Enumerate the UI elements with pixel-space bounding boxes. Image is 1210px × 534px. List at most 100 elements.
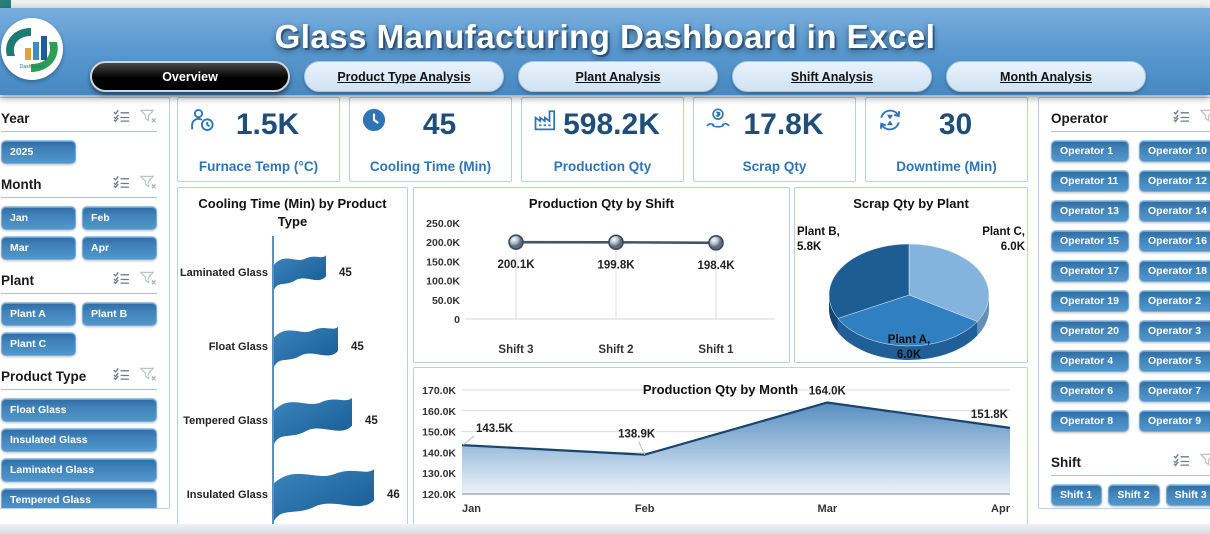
tab-overview[interactable]: Overview — [90, 61, 290, 92]
clear-filter-icon[interactable] — [139, 367, 157, 387]
clear-filter-icon[interactable] — [139, 175, 157, 195]
pie-slice-plant-a — [837, 294, 978, 346]
data-label: 138.9K — [618, 429, 656, 441]
product-type-slicer: Product Type Float Glass Insulated Glass L… — [1, 362, 157, 508]
x-tick-label: Shift 3 — [498, 344, 533, 356]
production-qty-by-shift-chart: 0 50.0K 100.0K 150.0K 200.0K 250.0K 200.1K Shif… — [426, 218, 774, 356]
slicer-button-shift-2[interactable]: Shift 2 — [1108, 484, 1160, 506]
slicer-button-laminated-glass[interactable]: Laminated Glass — [1, 458, 157, 482]
slicer-button-plant-c[interactable]: Plant C — [1, 332, 76, 356]
slicer-button-operator-13[interactable]: Operator 13 — [1051, 200, 1129, 222]
x-tick-label: Jan — [462, 503, 481, 515]
slicer-button-feb[interactable]: Feb — [82, 206, 157, 230]
multi-select-icon[interactable] — [113, 271, 130, 290]
cooling-time-icon — [360, 106, 388, 139]
data-label: 151.8K — [971, 409, 1009, 421]
data-label: 45 — [365, 415, 378, 427]
category-label: Tempered Glass — [183, 415, 268, 427]
dashboard-body: Year 2025 Month Jan Feb Mar Apr Plant Plant… — [0, 95, 1210, 525]
tab-product-type-analysis[interactable]: Product Type Analysis — [304, 61, 504, 92]
chart-title: Production Qty by Shift — [528, 196, 675, 211]
tab-bar: Overview Product Type Analysis Plant Ana… — [90, 61, 1146, 92]
multi-select-icon[interactable] — [1173, 453, 1190, 472]
multi-select-icon[interactable] — [113, 109, 130, 128]
slicer-button-operator-14[interactable]: Operator 14 — [1139, 200, 1210, 222]
slicer-button-2025[interactable]: 2025 — [1, 140, 76, 164]
slicer-button-operator-9[interactable]: Operator 9 — [1139, 410, 1210, 432]
clear-filter-icon[interactable] — [1199, 109, 1210, 129]
data-point-marker — [608, 234, 624, 250]
slicer-button-operator-8[interactable]: Operator 8 — [1051, 410, 1129, 432]
slicer-button-operator-11[interactable]: Operator 11 — [1051, 170, 1129, 192]
flag-bar-tempered-glass — [274, 397, 352, 445]
data-label: 198.4K — [697, 259, 735, 271]
kpi-label: Downtime (Min) — [896, 159, 997, 174]
slicer-button-apr[interactable]: Apr — [82, 236, 157, 260]
slicer-button-operator-20[interactable]: Operator 20 — [1051, 320, 1129, 342]
y-tick-label: 50.0K — [432, 294, 460, 306]
cooling-time-by-product-type-chart: Laminated Glass 45 Float Glass 45 Tempered G… — [180, 236, 400, 525]
slicer-button-plant-a[interactable]: Plant A — [1, 302, 76, 326]
y-tick-label: 200.0K — [426, 237, 460, 249]
data-label: 199.8K — [597, 259, 635, 271]
slicer-button-operator-2[interactable]: Operator 2 — [1139, 290, 1210, 312]
slicer-button-operator-16[interactable]: Operator 16 — [1139, 230, 1210, 252]
chart-title: Production Qty by Month — [642, 382, 799, 397]
window-top-strip — [0, 0, 1210, 8]
slicer-button-operator-10[interactable]: Operator 10 — [1139, 140, 1210, 162]
slicer-button-operator-12[interactable]: Operator 12 — [1139, 170, 1210, 192]
furnace-temp-icon — [188, 106, 216, 139]
slicer-button-operator-17[interactable]: Operator 17 — [1051, 260, 1129, 282]
slicer-button-shift-1[interactable]: Shift 1 — [1051, 484, 1103, 506]
slicer-button-operator-5[interactable]: Operator 5 — [1139, 350, 1210, 372]
slicer-button-operator-1[interactable]: Operator 1 — [1051, 140, 1129, 162]
page-title: Glass Manufacturing Dashboard in Excel — [274, 18, 936, 55]
slicer-button-operator-19[interactable]: Operator 19 — [1051, 290, 1129, 312]
kpi-cooling-time: 45 Cooling Time (Min) — [349, 97, 512, 182]
scrap-qty-by-plant-chart: Plant B, 5.8K Plant C, 6.0K Plant A, 6.0K — [797, 226, 1026, 361]
operator-slicer-title: Operator — [1051, 111, 1109, 126]
kpi-value: 1.5K — [235, 108, 300, 141]
clear-filter-icon[interactable] — [1199, 453, 1210, 473]
slicer-button-mar[interactable]: Mar — [1, 236, 76, 260]
pie-label: 6.0K — [1001, 241, 1026, 253]
kpi-value: 17.8K — [743, 108, 824, 141]
clear-filter-icon[interactable] — [139, 271, 157, 291]
x-tick-label: Feb — [635, 503, 655, 515]
kpi-production-qty: 598.2K Production Qty — [521, 97, 684, 182]
multi-select-icon[interactable] — [113, 367, 130, 386]
dashboard-header: Dashboard Glass Manufacturing Dashboard … — [0, 8, 1210, 95]
y-tick-label: 140.0K — [422, 447, 456, 459]
x-tick-label: Shift 1 — [698, 344, 734, 356]
slicer-button-jan[interactable]: Jan — [1, 206, 76, 230]
slicer-button-operator-18[interactable]: Operator 18 — [1139, 260, 1210, 282]
production-qty-icon — [532, 106, 560, 139]
brand-logo-icon: Dashboard — [1, 18, 63, 80]
tab-month-analysis[interactable]: Month Analysis — [946, 61, 1146, 92]
slicer-button-tempered-glass[interactable]: Tempered Glass — [1, 488, 157, 508]
y-tick-label: 0 — [454, 314, 460, 326]
slicer-button-shift-3[interactable]: Shift 3 — [1165, 484, 1210, 506]
clear-filter-icon[interactable] — [139, 109, 157, 129]
pie-label: 6.0K — [897, 349, 922, 361]
chart-title: Scrap Qty by Plant — [853, 196, 969, 211]
month-slicer: Month Jan Feb Mar Apr — [1, 170, 157, 266]
window-corner-accent — [0, 0, 11, 8]
slicer-button-plant-b[interactable]: Plant B — [82, 302, 157, 326]
slicer-button-operator-6[interactable]: Operator 6 — [1051, 380, 1129, 402]
kpi-label: Cooling Time (Min) — [369, 159, 492, 174]
tab-plant-analysis[interactable]: Plant Analysis — [518, 61, 718, 92]
tab-shift-analysis[interactable]: Shift Analysis — [732, 61, 932, 92]
slicer-button-operator-7[interactable]: Operator 7 — [1139, 380, 1210, 402]
slicer-button-insulated-glass[interactable]: Insulated Glass — [1, 428, 157, 452]
multi-select-icon[interactable] — [1173, 109, 1190, 128]
slicer-button-operator-3[interactable]: Operator 3 — [1139, 320, 1210, 342]
y-tick-label: 160.0K — [422, 406, 456, 418]
multi-select-icon[interactable] — [113, 175, 130, 194]
slicer-button-float-glass[interactable]: Float Glass — [1, 398, 157, 422]
slicer-button-operator-15[interactable]: Operator 15 — [1051, 230, 1129, 252]
pie-label: 5.8K — [797, 241, 822, 253]
slicer-button-operator-4[interactable]: Operator 4 — [1051, 350, 1129, 372]
data-label: 200.1K — [497, 259, 535, 271]
